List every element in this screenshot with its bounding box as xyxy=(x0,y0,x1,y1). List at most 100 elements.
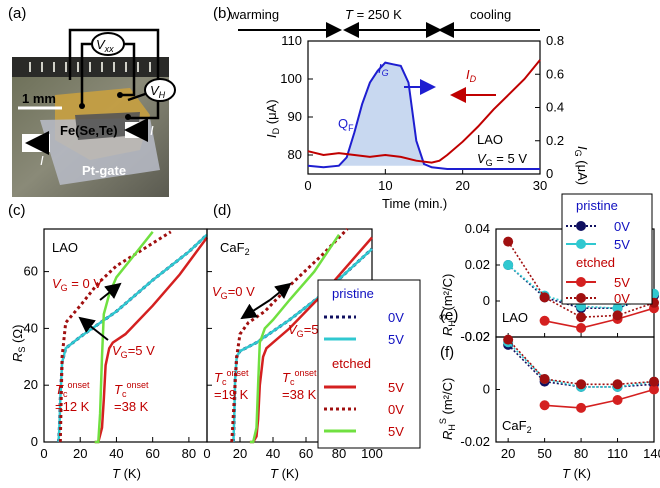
b-ytick-left-label: 80 xyxy=(288,147,302,162)
legend-e-dot-p5 xyxy=(576,239,586,249)
f-ytick-label: -0.02 xyxy=(460,434,490,449)
legend-cd-pristine: pristine xyxy=(332,286,374,301)
c-ylabel: RS (Ω) xyxy=(10,325,27,362)
e-point xyxy=(612,310,623,321)
d-xlabel: T (K) xyxy=(270,466,299,481)
panel-label-c: (c) xyxy=(8,202,26,219)
b-xtick-label: 20 xyxy=(455,178,469,193)
legend-cd: pristine 0V 5V etched 5V 0V 5V xyxy=(317,279,421,449)
f-curve xyxy=(544,388,655,409)
f-point xyxy=(649,376,659,387)
panel-label-b: (b) xyxy=(213,5,231,22)
contact-dot-1 xyxy=(79,103,85,109)
d-xtick-label: 40 xyxy=(266,446,280,461)
c-curve xyxy=(94,236,209,444)
e-ylabel: RHS (m²/C) xyxy=(438,274,457,336)
f-xlabel: T (K) xyxy=(562,466,591,481)
sample-label: Fe(Se,Te) xyxy=(60,123,118,138)
d-curve xyxy=(230,227,349,443)
b-ytick-right-label: 0.2 xyxy=(546,133,564,148)
e-point xyxy=(503,260,514,270)
b-ytick-right-label: 0.4 xyxy=(546,100,564,115)
d-curve xyxy=(249,236,373,444)
legend-e: pristine 0V 5V etched 5V 0V xyxy=(561,193,653,306)
e-point xyxy=(612,303,623,314)
f-point xyxy=(649,384,659,395)
ticks-f: 20 50 80 110 140 -0.02 0 -0.02 xyxy=(460,329,660,461)
id-curve xyxy=(307,59,541,164)
c-curve xyxy=(58,230,172,443)
panel-a: (a) Vxx VH 1 mm Fe(Se,Te) Pt-gat xyxy=(8,5,176,197)
f-ytick-label: -0.02 xyxy=(460,329,490,344)
f-xtick-label: 20 xyxy=(501,446,515,461)
e-point xyxy=(503,236,514,247)
ruler-ticks xyxy=(29,62,151,72)
d-tc1-label: Tconset xyxy=(214,368,249,387)
e-point xyxy=(539,315,550,326)
f-point xyxy=(503,334,514,345)
b-ytick-left-label: 100 xyxy=(280,71,302,86)
f-xtick-label: 140 xyxy=(643,446,660,461)
d-xtick-label: 80 xyxy=(332,446,346,461)
panel-b: (b) warming T = 250 K cooling 0 10 20 30 80 9… xyxy=(213,5,590,211)
b-xtick-label: 0 xyxy=(304,178,311,193)
b-xtick-label: 10 xyxy=(378,178,392,193)
legend-cd-e0: 0V xyxy=(388,402,404,417)
legend-cd-p5: 5V xyxy=(388,332,404,347)
scale-bar-label: 1 mm xyxy=(22,91,56,106)
c-tc1-value: =12 K xyxy=(55,399,90,414)
ig-curve-label: IG xyxy=(378,61,389,78)
b-xlabel: Time (min.) xyxy=(382,196,447,211)
legend-cd-etched: etched xyxy=(332,356,371,371)
c-xtick-label: 20 xyxy=(73,446,87,461)
c-material: LAO xyxy=(52,240,78,255)
f-point xyxy=(539,374,550,384)
e-ytick-label: 0.04 xyxy=(465,221,490,236)
e-material: LAO xyxy=(502,310,528,325)
vxx-label: Vxx xyxy=(96,37,114,54)
legend-e-dot-e5 xyxy=(576,277,586,287)
phase-warming: warming xyxy=(229,7,279,22)
legend-e-pristine: pristine xyxy=(576,198,618,213)
c-xlabel: T (K) xyxy=(112,466,141,481)
c-vg0-label: VG = 0 V xyxy=(52,276,102,293)
e-curve xyxy=(544,307,655,329)
e-ytick-label: -0.02 xyxy=(460,329,490,344)
legend-e-etched: etched xyxy=(576,255,615,270)
legend-e-dot-e0 xyxy=(576,293,586,303)
f-point xyxy=(539,400,550,411)
ig-curve xyxy=(307,61,540,170)
d-arrow-down xyxy=(240,299,271,320)
legend-e-p5: 5V xyxy=(614,237,630,252)
d-tc1-value: =19 K xyxy=(214,387,249,402)
current-out-label: I xyxy=(150,123,154,138)
f-xtick-label: 80 xyxy=(574,446,588,461)
legend-e-e5: 5V xyxy=(614,275,630,290)
current-in-label: I xyxy=(40,153,44,168)
d-xtick-label: 100 xyxy=(361,446,383,461)
d-tc2-label: Tconset xyxy=(282,368,317,387)
f-point xyxy=(576,402,587,413)
e-ytick-label: 0.02 xyxy=(465,257,490,272)
c-arrow-up xyxy=(99,282,122,301)
legend-cd-box xyxy=(317,279,421,449)
fese-film xyxy=(75,112,140,140)
panel-label-a: (a) xyxy=(8,5,26,22)
c-xtick-label: 0 xyxy=(40,446,47,461)
b-vg: VG = 5 V xyxy=(477,151,527,168)
qf-label: QF xyxy=(338,116,354,133)
qf-area xyxy=(338,62,432,168)
c-xtick-label: 80 xyxy=(182,446,196,461)
legend-cd-eg5: 5V xyxy=(388,424,404,439)
pt-gate-label: Pt-gate xyxy=(82,163,126,178)
e-ytick-label: 0 xyxy=(483,293,490,308)
panel-label-e: (e) xyxy=(440,307,458,324)
c-tc1-label: Tconset xyxy=(55,380,90,399)
phase-hold: T = 250 K xyxy=(345,7,402,22)
vh-meter xyxy=(144,78,176,102)
legend-e-box xyxy=(561,193,653,305)
d-xtick-label: 0 xyxy=(203,446,210,461)
d-curve xyxy=(249,234,341,444)
c-xtick-label: 40 xyxy=(109,446,123,461)
